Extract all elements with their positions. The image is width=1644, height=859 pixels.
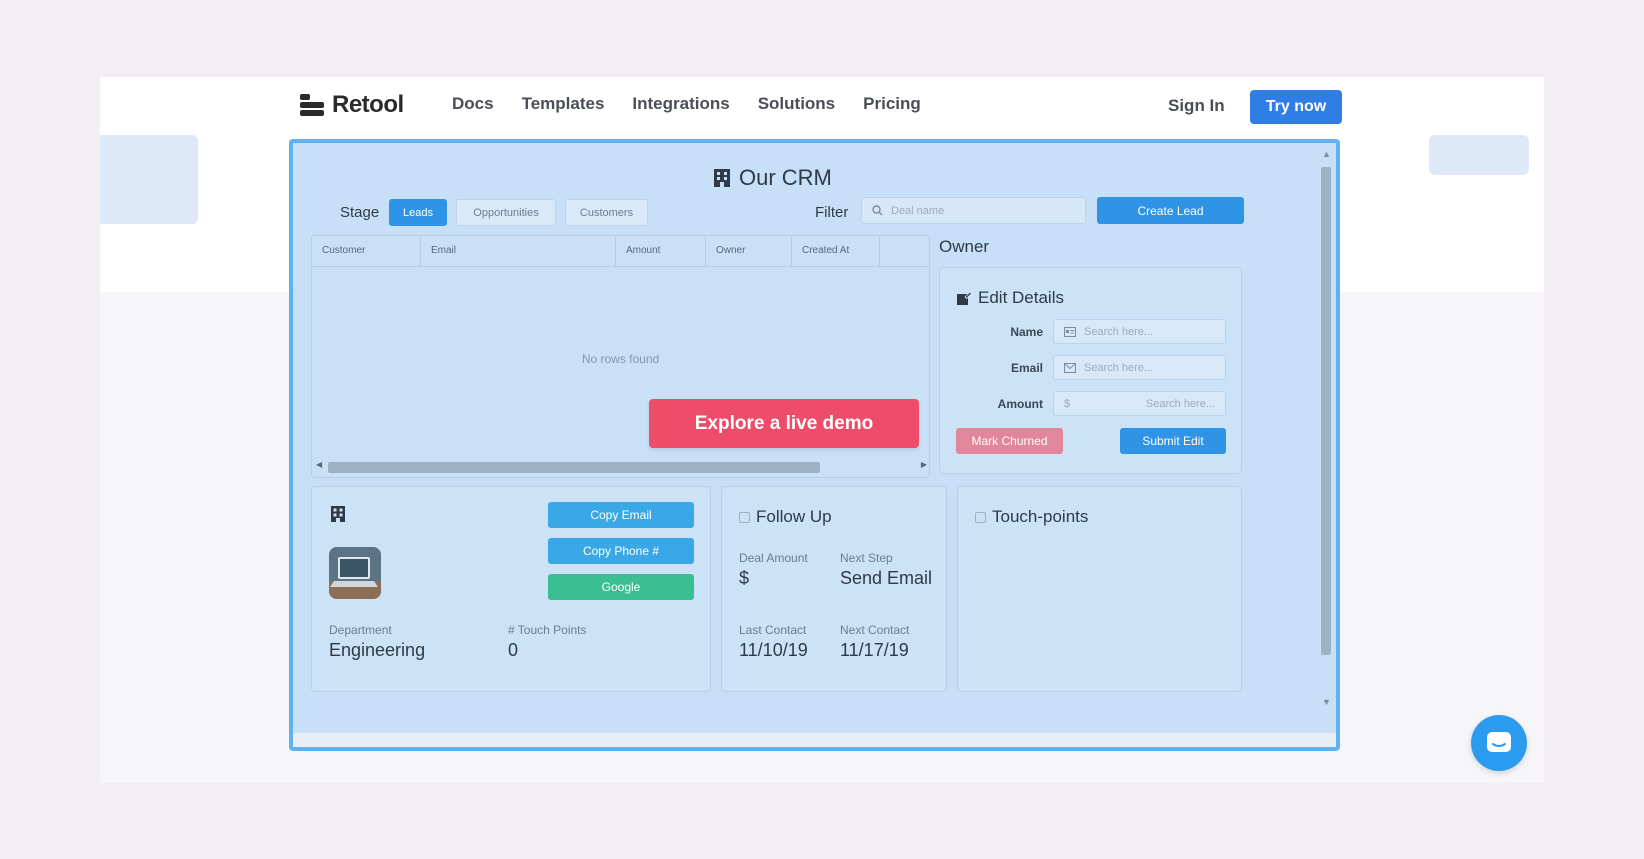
- building-icon: [714, 169, 730, 187]
- retool-logo[interactable]: Retool: [300, 89, 404, 121]
- table-empty-message: No rows found: [581, 352, 660, 366]
- nav-link-solutions[interactable]: Solutions: [757, 94, 836, 113]
- next-contact-value: 11/17/19: [840, 640, 909, 660]
- chat-launcher-button[interactable]: [1471, 715, 1527, 771]
- next-contact-label: Next Contact: [840, 623, 910, 637]
- follow-up-title: Follow Up: [739, 507, 832, 527]
- scroll-up-arrow-icon[interactable]: ▲: [1322, 149, 1331, 159]
- leads-table: Customer Email Amount Owner Created At N…: [311, 235, 930, 478]
- customer-avatar-image: [329, 547, 381, 599]
- email-input[interactable]: Search here...: [1053, 355, 1226, 380]
- email-field-row: Email Search here...: [940, 355, 1241, 380]
- deal-amount-value: $: [739, 568, 750, 588]
- crm-vertical-scrollbar[interactable]: ▲ ▼: [1320, 149, 1332, 707]
- deal-amount-label: Deal Amount: [739, 551, 808, 565]
- mark-churned-button[interactable]: Mark Churned: [956, 428, 1063, 454]
- next-step-label: Next Step: [840, 551, 893, 565]
- stage-tab-customers[interactable]: Customers: [565, 199, 648, 226]
- search-icon: [872, 205, 883, 216]
- retool-logo-icon: [300, 94, 324, 116]
- filter-label: Filter: [815, 204, 849, 221]
- sign-in-link[interactable]: Sign In: [1168, 96, 1225, 115]
- column-header-amount[interactable]: Amount: [616, 236, 706, 266]
- touch-points-title-text: Touch-points: [992, 507, 1089, 526]
- last-contact-value: 11/10/19: [739, 640, 808, 660]
- customer-card: Copy Email Copy Phone # Google Departmen…: [311, 486, 711, 692]
- nav-link-templates[interactable]: Templates: [521, 94, 605, 113]
- chat-icon: [1487, 732, 1511, 752]
- deal-name-filter-input[interactable]: Deal name: [861, 197, 1086, 224]
- table-horizontal-scrollbar[interactable]: ◀ ▶: [316, 460, 927, 473]
- table-scroll-thumb[interactable]: [328, 462, 820, 473]
- edit-details-panel: Edit Details Name Search here... Email: [939, 267, 1242, 474]
- amount-label: Amount: [997, 397, 1043, 411]
- scroll-down-arrow-icon[interactable]: ▼: [1322, 697, 1331, 707]
- email-label: Email: [1010, 361, 1043, 375]
- nav-links: Docs Templates Integrations Solutions Pr…: [452, 94, 921, 114]
- try-now-button[interactable]: Try now: [1250, 90, 1342, 124]
- last-contact-label: Last Contact: [739, 623, 807, 637]
- scroll-left-arrow-icon[interactable]: ◀: [316, 460, 323, 469]
- filter-placeholder: Deal name: [891, 204, 945, 217]
- touch-points-value: 0: [508, 640, 519, 660]
- amount-field-row: Amount $ Search here...: [940, 391, 1241, 416]
- building-icon: [331, 506, 345, 522]
- stage-label: Stage: [340, 204, 380, 221]
- touch-points-card: Touch-points: [957, 486, 1242, 692]
- column-header-blank: [880, 236, 929, 266]
- mail-icon: [1064, 362, 1076, 373]
- column-header-customer[interactable]: Customer: [312, 236, 421, 266]
- crm-title: Our CRM: [713, 165, 832, 191]
- follow-up-card: Follow Up Deal Amount $ Next Step Send E…: [721, 486, 947, 692]
- name-placeholder: Search here...: [1084, 325, 1154, 338]
- id-card-icon: [1064, 326, 1076, 337]
- follow-up-title-text: Follow Up: [756, 507, 832, 526]
- laptop-photo-icon: [329, 547, 381, 599]
- name-field-row: Name Search here...: [940, 319, 1241, 344]
- crm-horizontal-scrollbar[interactable]: [293, 733, 1336, 747]
- email-placeholder: Search here...: [1084, 361, 1154, 374]
- crm-title-text: Our CRM: [739, 165, 832, 190]
- edit-details-title: Edit Details: [956, 288, 1064, 308]
- copy-phone-button[interactable]: Copy Phone #: [548, 538, 694, 564]
- edit-icon: [957, 291, 972, 305]
- nav-link-integrations[interactable]: Integrations: [632, 94, 730, 113]
- name-label: Name: [1010, 325, 1043, 339]
- nav-link-docs[interactable]: Docs: [452, 94, 494, 113]
- amount-input[interactable]: $ Search here...: [1053, 391, 1226, 416]
- crm-app-frame: Our CRM Stage Leads Opportunities Custom…: [289, 139, 1340, 751]
- top-nav: Retool Docs Templates Integrations Solut…: [100, 77, 1544, 135]
- scroll-right-arrow-icon[interactable]: ▶: [920, 460, 927, 469]
- touch-points-title: Touch-points: [975, 507, 1088, 527]
- decorative-block-right: [1429, 135, 1529, 175]
- stage-tab-leads[interactable]: Leads: [389, 199, 447, 226]
- name-input[interactable]: Search here...: [1053, 319, 1226, 344]
- google-button[interactable]: Google: [548, 574, 694, 600]
- stage-tab-opportunities[interactable]: Opportunities: [456, 199, 556, 226]
- submit-edit-button[interactable]: Submit Edit: [1120, 428, 1226, 454]
- department-value: Engineering: [329, 640, 426, 660]
- owner-title: Owner: [939, 237, 990, 256]
- checkbox-icon[interactable]: [739, 511, 750, 523]
- department-label: Department: [329, 623, 392, 637]
- nav-link-pricing[interactable]: Pricing: [863, 94, 921, 113]
- amount-prefix: $: [1064, 397, 1071, 410]
- crm-scroll-thumb[interactable]: [1321, 167, 1331, 655]
- checkbox-icon[interactable]: [975, 511, 986, 523]
- create-lead-button[interactable]: Create Lead: [1097, 197, 1244, 224]
- table-header: Customer Email Amount Owner Created At: [312, 236, 929, 267]
- column-header-created-at[interactable]: Created At: [792, 236, 880, 266]
- touch-points-label: # Touch Points: [508, 623, 587, 637]
- amount-placeholder: Search here...: [1145, 397, 1215, 410]
- next-step-value: Send Email: [840, 568, 933, 588]
- logo-text: Retool: [332, 91, 404, 118]
- decorative-block-left: [100, 135, 198, 224]
- page-canvas: Retool Docs Templates Integrations Solut…: [100, 77, 1544, 783]
- column-header-email[interactable]: Email: [421, 236, 616, 266]
- explore-live-demo-button[interactable]: Explore a live demo: [649, 399, 919, 448]
- copy-email-button[interactable]: Copy Email: [548, 502, 694, 528]
- edit-details-title-text: Edit Details: [978, 288, 1064, 307]
- column-header-owner[interactable]: Owner: [706, 236, 792, 266]
